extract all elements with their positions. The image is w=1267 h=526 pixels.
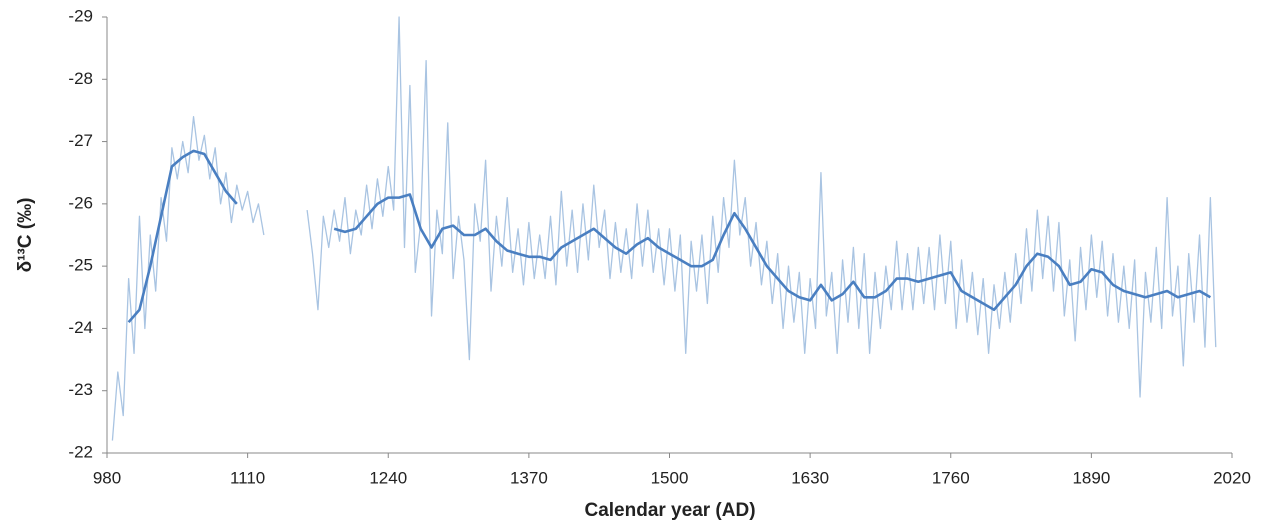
x-tick-label: 1240	[369, 468, 407, 487]
x-tick-label: 1760	[932, 468, 970, 487]
x-tick-label: 1890	[1072, 468, 1110, 487]
x-axis-title: Calendar year (AD)	[584, 500, 755, 521]
x-tick-label: 1500	[651, 468, 689, 487]
x-tick-label: 980	[93, 468, 121, 487]
y-tick-label: -23	[68, 380, 93, 399]
x-tick-label: 1370	[510, 468, 548, 487]
data-line	[111, 16, 1217, 441]
x-tick-label: 1630	[791, 468, 829, 487]
y-tick-label: -28	[68, 69, 93, 88]
y-tick-label: -27	[68, 131, 93, 150]
y-tick-label: -22	[68, 442, 93, 461]
y-tick-label: -29	[68, 6, 93, 25]
x-tick-label: 1110	[230, 468, 265, 487]
x-tick-label: 2020	[1213, 468, 1251, 487]
y-tick-label: -24	[68, 318, 93, 337]
y-tick-label: -26	[68, 193, 93, 212]
data-line	[127, 149, 1212, 324]
y-axis-title: δ¹³C (‰)	[15, 198, 36, 273]
y-tick-label: -25	[68, 256, 93, 275]
